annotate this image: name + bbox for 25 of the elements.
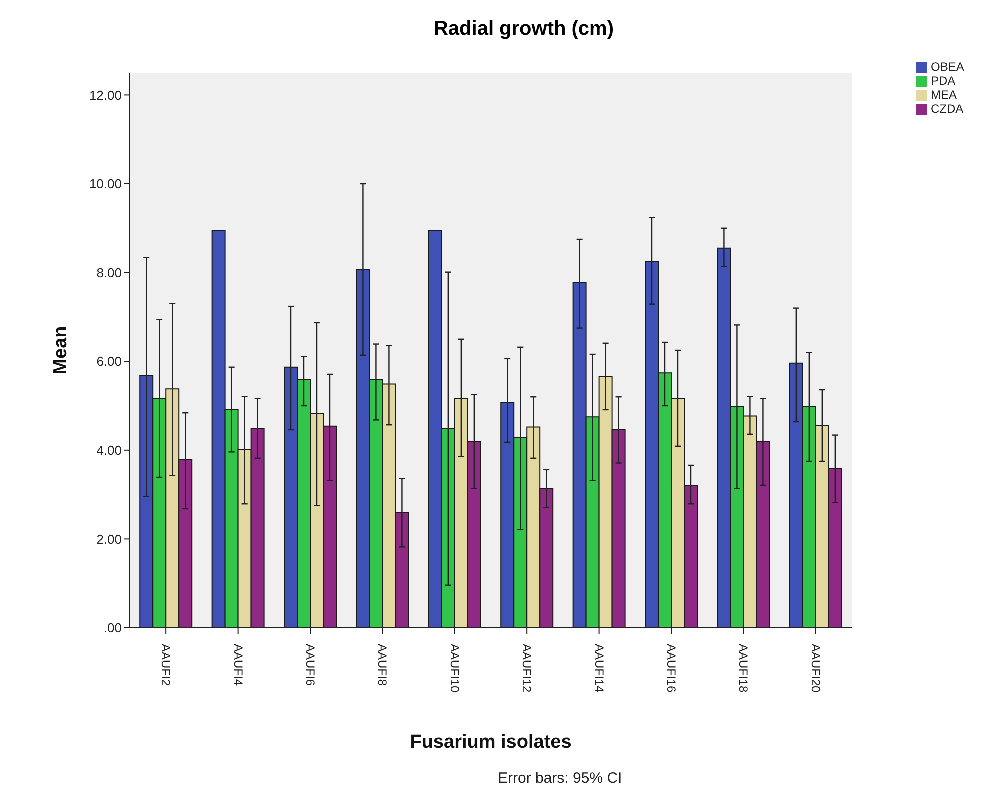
- x-tick-label: AAUFI2: [159, 644, 174, 686]
- legend-label: MEA: [931, 88, 958, 102]
- y-tick-label: 8.00: [96, 265, 122, 280]
- y-tick-label: 6.00: [96, 354, 122, 370]
- legend-label: PDA: [931, 74, 956, 88]
- x-tick-label: AAUFI8: [376, 644, 390, 686]
- x-tick-label: AAUFI6: [304, 644, 318, 686]
- y-tick-label: 2.00: [96, 532, 122, 547]
- x-tick-label: AAUFI4: [231, 644, 246, 686]
- legend-label: CZDA: [931, 102, 964, 116]
- y-tick-label: 10.00: [89, 176, 122, 192]
- x-tick-label: AAUFI14: [592, 644, 606, 694]
- x-tick-label: AAUFI10: [448, 644, 462, 694]
- legend-label: OBEA: [931, 60, 964, 74]
- text: Error bars: 95% CI: [498, 770, 622, 787]
- x-axis-title: Fusarium isolates: [410, 732, 572, 753]
- x-tick-label: AAUFI20: [808, 644, 823, 694]
- x-tick-label: AAUFI18: [736, 644, 751, 694]
- y-tick-label: .00: [104, 620, 122, 636]
- y-tick-label: 4.00: [96, 443, 122, 458]
- chart-title: Radial growth (cm): [432, 18, 615, 41]
- x-tick-label: AAUFI12: [520, 644, 534, 694]
- x-tick-label: AAUFI16: [664, 644, 678, 694]
- y-tick-label: 12.00: [89, 88, 122, 103]
- y-axis-title: Mean: [50, 326, 72, 375]
